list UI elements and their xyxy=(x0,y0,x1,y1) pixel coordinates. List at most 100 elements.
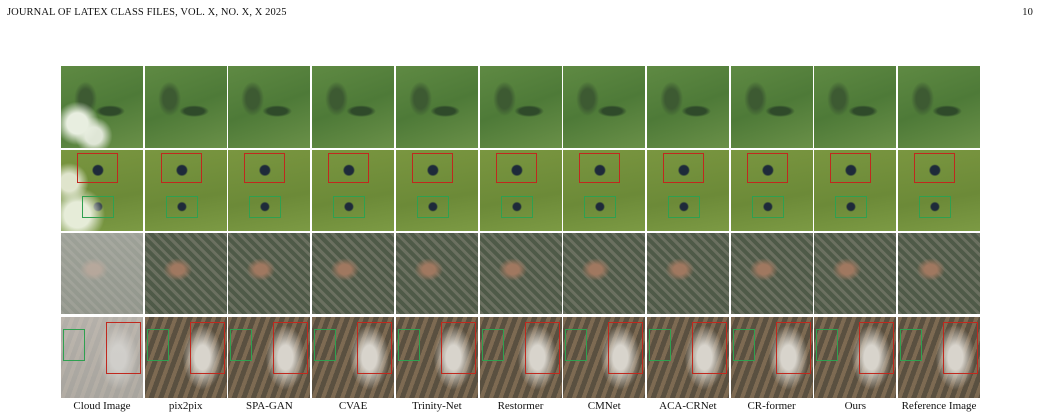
zoom-box-green xyxy=(565,329,588,361)
zoom-box-green xyxy=(919,196,951,218)
result-image xyxy=(730,233,813,314)
result-image xyxy=(646,150,729,231)
zoom-box-red xyxy=(859,322,895,374)
zoom-box-green xyxy=(63,329,85,361)
zoom-box-red xyxy=(579,153,621,183)
result-image xyxy=(646,233,729,314)
column-label: Restormer xyxy=(497,400,544,412)
column-label: CMNet xyxy=(587,400,621,412)
result-image xyxy=(479,233,562,314)
column-label: Cloud Image xyxy=(73,400,131,412)
result-image xyxy=(479,150,562,231)
column-label: Reference Image xyxy=(901,400,977,412)
result-image xyxy=(646,317,729,398)
result-image xyxy=(563,150,646,231)
running-header: JOURNAL OF LATEX CLASS FILES, VOL. X, NO… xyxy=(7,7,287,18)
result-image xyxy=(395,317,478,398)
zoom-box-red xyxy=(524,322,560,374)
zoom-box-green xyxy=(751,196,784,218)
zoom-box-red xyxy=(608,322,644,374)
column-label: pix2pix xyxy=(168,400,203,412)
result-image xyxy=(898,317,980,398)
result-image xyxy=(61,317,143,398)
result-image xyxy=(395,66,478,148)
zoom-box-green xyxy=(249,196,282,218)
result-image xyxy=(228,317,311,398)
zoom-box-red xyxy=(273,322,309,374)
column-label: ACA-CRNet xyxy=(659,400,717,412)
result-image xyxy=(144,233,227,314)
zoom-box-green xyxy=(230,329,253,361)
zoom-box-green xyxy=(82,196,114,218)
zoom-box-green xyxy=(667,196,700,218)
result-image xyxy=(312,150,395,231)
result-image xyxy=(312,233,395,314)
result-image xyxy=(61,66,143,148)
column-label: Trinity-Net xyxy=(411,400,462,412)
result-image xyxy=(898,233,980,314)
zoom-box-red xyxy=(160,153,202,183)
result-image xyxy=(814,317,897,398)
zoom-box-green xyxy=(397,329,420,361)
result-image xyxy=(228,150,311,231)
result-image xyxy=(61,233,143,314)
zoom-box-red xyxy=(662,153,704,183)
column-label: CVAE xyxy=(338,400,368,412)
result-image xyxy=(61,150,143,231)
result-image xyxy=(144,150,227,231)
result-image xyxy=(395,150,478,231)
zoom-box-green xyxy=(816,329,839,361)
result-image xyxy=(730,317,813,398)
column-label: Ours xyxy=(844,400,866,412)
zoom-box-red xyxy=(357,322,393,374)
zoom-box-red xyxy=(106,322,141,374)
result-image xyxy=(312,66,395,148)
result-image xyxy=(563,317,646,398)
result-image xyxy=(479,66,562,148)
zoom-box-green xyxy=(333,196,366,218)
page-number: 10 xyxy=(1022,7,1033,18)
zoom-box-green xyxy=(648,329,671,361)
zoom-box-red xyxy=(914,153,955,183)
result-image xyxy=(646,66,729,148)
zoom-box-red xyxy=(691,322,727,374)
zoom-box-red xyxy=(189,322,225,374)
zoom-box-green xyxy=(481,329,504,361)
result-image xyxy=(730,150,813,231)
zoom-box-green xyxy=(416,196,449,218)
zoom-box-green xyxy=(314,329,337,361)
result-image xyxy=(144,317,227,398)
zoom-box-red xyxy=(77,153,118,183)
result-image xyxy=(814,233,897,314)
zoom-box-green xyxy=(835,196,868,218)
zoom-box-green xyxy=(732,329,755,361)
zoom-box-red xyxy=(830,153,872,183)
result-image xyxy=(312,317,395,398)
zoom-box-red xyxy=(244,153,286,183)
result-image xyxy=(563,66,646,148)
zoom-box-red xyxy=(943,322,978,374)
result-image xyxy=(228,233,311,314)
result-image xyxy=(898,66,980,148)
zoom-box-red xyxy=(328,153,370,183)
result-image xyxy=(730,66,813,148)
zoom-box-green xyxy=(165,196,198,218)
column-label: CR-former xyxy=(747,400,796,412)
column-label: SPA-GAN xyxy=(246,400,293,412)
result-image xyxy=(898,150,980,231)
result-image xyxy=(228,66,311,148)
result-image xyxy=(395,233,478,314)
zoom-box-red xyxy=(746,153,788,183)
zoom-box-green xyxy=(146,329,169,361)
zoom-box-green xyxy=(900,329,922,361)
zoom-box-red xyxy=(495,153,537,183)
result-image xyxy=(479,317,562,398)
zoom-box-red xyxy=(775,322,811,374)
zoom-box-red xyxy=(411,153,453,183)
result-image xyxy=(144,66,227,148)
result-image xyxy=(814,150,897,231)
zoom-box-green xyxy=(584,196,617,218)
zoom-box-green xyxy=(500,196,533,218)
result-image xyxy=(563,233,646,314)
